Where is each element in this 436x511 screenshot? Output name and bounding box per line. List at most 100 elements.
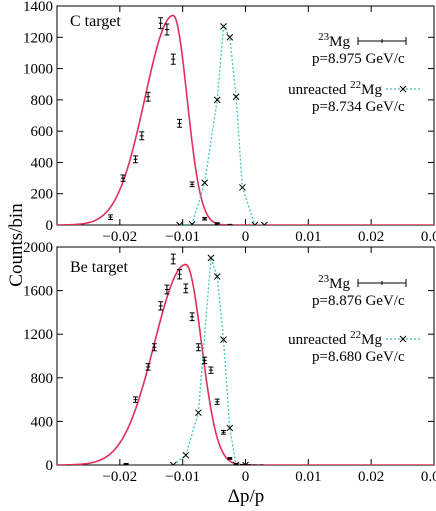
panel-label: Be target: [70, 259, 128, 276]
mg23-point: [133, 396, 139, 403]
mg23-point: [164, 284, 170, 295]
x-tick-label: 0: [242, 229, 250, 245]
panel-be-target: −0.02 −0.01 0 0.01 0.02 0.03 0 400 800 1200 1600 20…: [23, 240, 436, 485]
legend-mg23-momentum: p=8.975 GeV/c: [312, 51, 405, 67]
unreacted-point: [251, 221, 259, 225]
x-tick-label: 0.02: [358, 469, 384, 485]
mg23-point: [170, 253, 176, 265]
mg23-point: [214, 398, 220, 405]
legend-mg23-label: 23Mg: [318, 31, 350, 50]
y-tick-label: 1000: [23, 62, 53, 78]
x-tick-label: −0.01: [165, 229, 200, 245]
mg23-point: [208, 366, 214, 374]
y-tick-label: 1600: [23, 284, 53, 300]
legend-mg22-mass: 22: [350, 329, 361, 341]
mg23-point: [139, 131, 145, 141]
legend-mg23-symbol: [357, 37, 407, 45]
unreacted-point: [188, 220, 196, 225]
x-tick-label: 0: [242, 469, 250, 485]
legend-mg22-momentum: p=8.734 GeV/c: [312, 99, 405, 115]
unreacted-point: [232, 93, 240, 101]
mg23-point: [170, 53, 176, 65]
unreacted-point: [260, 221, 268, 225]
y-tick-label: 600: [31, 124, 54, 140]
mg23-point: [123, 462, 129, 465]
x-tick-label: 0.01: [295, 469, 321, 485]
x-axis-title: Δp/p: [228, 486, 265, 507]
mg23-point: [189, 312, 195, 322]
mg23-point: [221, 429, 227, 435]
mg23-point: [107, 214, 113, 221]
x-tick-label: −0.02: [102, 229, 137, 245]
unreacted-point: [220, 22, 227, 30]
x-tick-label: 0.02: [358, 229, 384, 245]
y-tick-label: 0: [46, 218, 54, 234]
y-tick-label: 2000: [23, 240, 53, 256]
mg23-point: [214, 222, 220, 225]
unreacted-point: [242, 461, 249, 465]
mg23-point: [164, 23, 170, 36]
y-tick-label: 1200: [23, 30, 53, 46]
unreacted-point: [176, 221, 183, 225]
legend-mg23-symbol: [357, 279, 407, 287]
y-tick-label: 1400: [23, 0, 53, 15]
mg23-point: [120, 174, 126, 182]
mg23-point: [158, 301, 164, 311]
panel-c-target: −0.02 −0.01 0 0.01 0.02 0.03 0 200 400 600 800 1000…: [23, 0, 436, 245]
legend-mg23-momentum: p=8.876 GeV/c: [312, 293, 405, 309]
legend-mg22-symbol: [399, 85, 407, 93]
legend-mg23-mass: 23: [318, 31, 330, 43]
plot-area: [57, 253, 434, 465]
unreacted-line: [179, 24, 265, 225]
y-tick-label: 200: [31, 187, 54, 203]
legend-mg23-element: Mg: [329, 34, 350, 50]
panel-label: C target: [70, 13, 121, 30]
mg23-point: [158, 17, 164, 30]
unreacted-point: [213, 273, 221, 280]
unreacted-point: [226, 424, 234, 432]
legend-mg23-element: Mg: [329, 276, 350, 292]
legend-mg22-element: Mg: [361, 82, 382, 98]
legend-mg22-prefix: unreacted: [288, 332, 350, 348]
plot-frame: [56, 5, 435, 226]
unreacted-line: [172, 257, 246, 465]
unreacted-point: [239, 184, 246, 191]
y-tick-label: 0: [46, 458, 54, 474]
mg23-point: [183, 283, 189, 294]
y-tick-label: 400: [31, 414, 54, 430]
legend-mg22-symbol: [399, 335, 407, 343]
unreacted-point: [182, 451, 190, 459]
legend-mg22-label: unreacted 22Mg: [288, 329, 382, 348]
unreacted-point: [195, 409, 202, 417]
x-tick-label: 0.03: [421, 229, 436, 245]
fit-curve: [57, 14, 434, 225]
mg23-point: [189, 181, 195, 188]
mg23-point: [227, 457, 233, 460]
x-tick-label: −0.02: [102, 469, 137, 485]
mg23-point: [145, 91, 151, 102]
mg23-point: [233, 462, 239, 465]
x-tick-label: −0.01: [165, 469, 200, 485]
mg23-point: [151, 343, 157, 352]
legend-mg22-mass: 22: [350, 79, 361, 91]
mg23-point: [202, 216, 208, 221]
unreacted-point: [169, 461, 177, 465]
mg23-point: [177, 118, 183, 128]
mg23-point: [133, 155, 139, 164]
legend-mg23-label: 23Mg: [318, 273, 350, 292]
unreacted-point: [213, 96, 221, 104]
mg23-point: [227, 223, 233, 225]
unreacted-point: [226, 33, 234, 41]
mg23-point: [195, 343, 201, 352]
mg23-point: [145, 363, 151, 371]
unreacted-point: [207, 254, 215, 262]
legend-mg22-prefix: unreacted: [288, 82, 350, 98]
y-axis-title: Counts/bin: [6, 203, 27, 287]
y-tick-label: 1200: [23, 327, 53, 343]
y-tick-label: 800: [31, 371, 54, 387]
x-tick-label: 0.03: [421, 469, 436, 485]
plot-area: [57, 14, 434, 225]
unreacted-point: [220, 336, 227, 344]
y-tick-label: 800: [31, 93, 54, 109]
